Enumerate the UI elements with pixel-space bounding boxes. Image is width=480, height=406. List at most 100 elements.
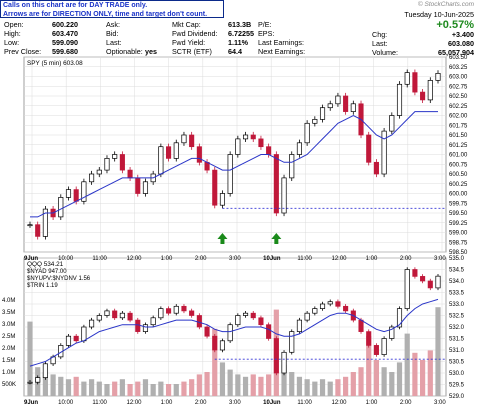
candle-body — [242, 134, 249, 140]
y-tick-label: 601.00 — [449, 153, 468, 159]
volume-bar — [373, 360, 380, 396]
candle-body — [289, 331, 295, 353]
candle-body — [389, 115, 395, 132]
volume-bar — [289, 372, 295, 396]
stat-label: Bid: — [106, 29, 119, 38]
y-tick-label: 598.75 — [449, 240, 468, 246]
y-tick-label: 533.5 — [449, 291, 465, 297]
y-tick-label: 601.75 — [449, 123, 468, 129]
candle-body — [173, 305, 179, 314]
candle-body — [427, 80, 433, 101]
volume-bar — [296, 376, 303, 396]
y-tick-label: 532.0 — [449, 325, 465, 331]
candle-body — [227, 154, 233, 194]
candle-body — [181, 305, 187, 312]
y-tick-label: 599.00 — [449, 231, 468, 237]
last-value-2: 603.080 — [448, 39, 474, 48]
volume-bar — [50, 374, 56, 396]
volume-bar — [73, 376, 79, 396]
candle-body — [73, 335, 79, 342]
volume-bar — [165, 384, 172, 396]
volume-bar — [358, 367, 364, 396]
candle-body — [242, 312, 249, 316]
candle-body — [304, 312, 310, 321]
stat-label: Last Earnings: — [258, 38, 304, 47]
x-tick-label: 9Jun — [24, 400, 38, 406]
candle-body — [96, 169, 102, 175]
candle-body — [158, 308, 164, 319]
stat-value: 599.680 — [52, 47, 78, 56]
volume-bar — [366, 336, 372, 396]
volume-bar — [204, 372, 210, 396]
candle-body — [396, 308, 403, 328]
y-tick-label: 601.25 — [449, 143, 468, 149]
candle-body — [350, 103, 356, 112]
volume-bar — [350, 372, 356, 396]
volume-bar — [304, 379, 310, 396]
candle-body — [366, 331, 372, 346]
y-tick-label: 535.0 — [449, 256, 465, 262]
disclaimer-note: Calls on this chart are for DAY TRADE on… — [0, 0, 224, 18]
candle-body — [327, 301, 333, 305]
candle-body — [135, 319, 141, 332]
candle-body — [304, 122, 310, 144]
candle-body — [381, 130, 387, 175]
y-tick-label: 531.5 — [449, 337, 465, 343]
candle-body — [281, 177, 287, 214]
candle-body — [119, 312, 125, 319]
stat-value: 599.090 — [52, 38, 78, 47]
chg-label: Chg: — [372, 30, 388, 39]
volume-bar — [42, 372, 48, 396]
candle-body — [104, 310, 110, 316]
volume-bar — [65, 379, 72, 396]
candle-body — [65, 189, 72, 198]
candle-body — [189, 134, 195, 148]
candle-body — [335, 95, 341, 105]
x-tick-label: 11:00 — [92, 256, 107, 262]
candle-body — [89, 319, 95, 328]
candle-body — [250, 312, 256, 319]
y-tick-label: 531.0 — [449, 348, 465, 354]
candle-body — [273, 338, 279, 374]
candle-body — [420, 91, 426, 101]
x-tick-label: 3:00 — [229, 256, 241, 262]
volume-bar — [96, 381, 102, 396]
volume-bar — [312, 381, 318, 396]
candle-body — [373, 345, 379, 355]
x-tick-label: 10:00 — [58, 256, 74, 262]
candle-body — [219, 193, 226, 206]
candle-body — [435, 275, 441, 289]
y-tick-label: 602.25 — [449, 104, 468, 110]
x-tick-label: 2:00 — [195, 256, 207, 262]
x-tick-label: 1:00 — [161, 256, 173, 262]
candle-body — [266, 324, 272, 339]
stat-value: yes — [145, 47, 157, 56]
y-tick-label: 603.50 — [449, 55, 468, 61]
candle-body — [404, 72, 410, 85]
candle-body — [258, 317, 264, 326]
candle-body — [81, 181, 87, 202]
volume-bar — [427, 350, 433, 396]
stat-label: Optionable: — [106, 47, 143, 56]
candle-body — [112, 310, 118, 319]
change-percent: +0.57% — [436, 19, 474, 31]
volume-bar — [412, 352, 418, 396]
volume-bar — [219, 362, 226, 396]
candle-body — [158, 146, 164, 175]
candle-body — [150, 317, 156, 326]
candle-body — [343, 95, 349, 112]
volume-bar — [158, 381, 164, 396]
candle-body — [104, 158, 110, 171]
panel-title: SPY (5 min) 603.08 — [27, 60, 83, 67]
candle-body — [142, 324, 149, 332]
stat-label: High: — [4, 29, 21, 38]
x-tick-label: 12:00 — [332, 256, 348, 262]
volume-bar — [420, 360, 426, 396]
volume-value: 65,057,904 — [438, 48, 474, 57]
candle-body — [81, 326, 87, 342]
volume-bar — [150, 384, 156, 396]
candle-body — [204, 326, 210, 337]
volume-tick-label: 4.0M — [2, 298, 15, 304]
y-tick-label: 602.75 — [449, 84, 468, 90]
